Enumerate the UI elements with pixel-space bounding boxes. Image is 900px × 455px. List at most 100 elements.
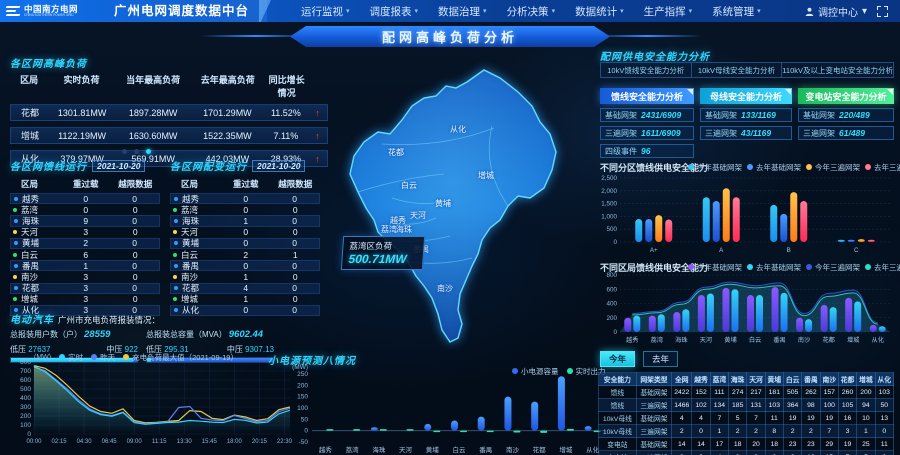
transformer-run-panel: 各区网配变运行 2021-10-20 区局 重过载 越限数据 越秀 0 0 荔湾 0 0 海珠 1… — [170, 158, 320, 317]
table-col-header: 花都 — [837, 372, 858, 386]
table-cell: 152 — [691, 385, 711, 399]
legend-dot — [865, 164, 871, 170]
map-district-label[interactable]: 越秀 — [390, 215, 406, 225]
legend-item[interactable]: 昨天 — [91, 352, 115, 363]
limit-value: 0 — [132, 294, 138, 305]
svg-text:C: C — [854, 247, 859, 254]
table-row: 馈线 三遍网架 1466 102 134 185 131 103 364 98 100 105 94 50 — [598, 398, 895, 412]
nav-item-6[interactable]: 系统管理 ▾ — [712, 4, 761, 19]
safety-button-2[interactable]: 变电站安全能力分析 — [798, 88, 894, 104]
limit-value: 0 — [292, 238, 297, 249]
svg-text:100: 100 — [20, 422, 31, 429]
trend-up-icon: ↑ — [315, 107, 320, 118]
legend-item[interactable]: 实时出力 — [566, 366, 606, 377]
table-cell: 217 — [746, 385, 766, 399]
overload-value: 0 — [83, 204, 89, 215]
safety-button-1[interactable]: 母线安全能力分析 — [700, 88, 792, 104]
status-dot — [174, 218, 178, 223]
this-year-button[interactable]: 今年 — [600, 351, 636, 367]
page-dot[interactable] — [122, 149, 127, 154]
ev-panel-title: 电动汽车 — [10, 315, 54, 326]
map-district-label[interactable]: 黄埔 — [435, 198, 451, 208]
list-item: 白云 2 1 — [170, 249, 320, 260]
nav-item-4[interactable]: 数据统计 ▾ — [575, 4, 624, 19]
nav-item-1[interactable]: 调度报表 ▾ — [370, 4, 419, 19]
nav-item-5[interactable]: 生产指挥 ▾ — [644, 4, 693, 19]
peak-col-header: 实时负荷 — [63, 75, 100, 85]
svg-text:增城: 增城 — [559, 445, 573, 454]
page-dot-active[interactable] — [146, 149, 151, 154]
legend-item[interactable]: 今年基础网架 — [688, 162, 742, 173]
map-district-label[interactable]: 从化 — [450, 124, 466, 134]
legend-item[interactable]: 今年三遍网架 — [806, 162, 860, 173]
map-district-label[interactable]: 荔湾 — [381, 224, 397, 234]
last-year-button[interactable]: 去年 — [643, 351, 679, 367]
district-name: 黄埔 — [182, 238, 200, 249]
map-district-label[interactable]: 白云 — [401, 180, 417, 190]
table-cell: 19 — [819, 411, 839, 425]
map-district-label[interactable]: 海珠 — [396, 224, 412, 234]
table-row: 增城 1122.19MW 1630.60MW 1522.35MW 7.11% ↑ — [10, 127, 328, 144]
legend-dot — [91, 354, 98, 360]
tab-safety-0[interactable]: 10kV馈线安全能力分析 — [607, 65, 685, 75]
tab-safety-2[interactable]: 110kV及以上变电站安全能力分析 — [781, 63, 893, 77]
user-menu[interactable]: 调控中心 ▾ — [805, 4, 867, 19]
safety-button-0[interactable]: 馈线安全能力分析 — [600, 88, 694, 104]
district-name: 花都 — [182, 283, 200, 294]
map-district-label[interactable]: 增城 — [478, 170, 494, 180]
table-cell: 50 — [874, 398, 895, 412]
legend-item[interactable]: 今年三遍网架 — [806, 262, 860, 273]
legend-item[interactable]: 去年三遍网架 — [865, 262, 900, 273]
guangzhou-map[interactable]: 从化花都增城白云黄埔天河越秀荔湾海珠番禺南沙 — [332, 48, 624, 350]
grade-safety-chart: 0 500 1,000 1,500 2,000 2,500 A+ A B C — [601, 175, 890, 254]
svg-text:2,000: 2,000 — [601, 188, 617, 195]
grade-chart-legend: 今年基础网架去年基础网架今年三遍网架去年三遍网架 — [688, 162, 900, 173]
chevron-down-icon: ▾ — [414, 8, 419, 15]
legend-item[interactable]: 实时 — [59, 352, 83, 363]
run-district-cell: 荔湾 — [10, 204, 61, 216]
list-item: 天河 0 0 — [170, 227, 320, 238]
nav-item-3[interactable]: 分析决策 ▾ — [507, 4, 556, 19]
page-dot[interactable] — [134, 149, 139, 154]
list-item: 花都 3 0 — [10, 282, 160, 294]
legend-item[interactable]: 去年基础网架 — [747, 162, 801, 173]
table-row: 10kV母线 三遍网架 2 0 1 2 2 8 2 2 7 3 1 0 — [598, 424, 895, 438]
fullscreen-icon[interactable] — [877, 5, 888, 17]
limit-value: 0 — [132, 260, 137, 271]
district-name: 越秀 — [182, 193, 200, 204]
legend-item[interactable]: 小电源容量 — [512, 366, 559, 377]
run-district-cell: 花都 — [171, 282, 221, 294]
list-item: 荔湾 0 0 — [170, 204, 320, 215]
legend-dot — [59, 354, 66, 360]
run-district-cell: 从化 — [171, 304, 221, 316]
trend-up-icon: ↑ — [315, 153, 320, 164]
csg-logo-icon — [5, 5, 21, 17]
stat-box: 基础网架 2431/6909 — [600, 108, 694, 122]
map-district-label[interactable]: 花都 — [388, 147, 404, 157]
legend-item[interactable]: 充电负荷最大值（2021-09-19） — [123, 352, 238, 363]
svg-text:黄埔: 黄埔 — [724, 336, 736, 344]
y-axis-unit: (MW) — [34, 354, 52, 361]
pagination-dots[interactable] — [122, 149, 151, 154]
tab-safety-1[interactable]: 10kV母线安全能力分析 — [690, 63, 782, 77]
limit-value: 0 — [132, 227, 138, 238]
ev-chart-legend: (MW) 实时 昨天 充电负荷最大值（2021-09-19） — [34, 352, 238, 363]
legend-item[interactable]: 今年基础网架 — [688, 262, 742, 273]
stat-value: 2431/6909 — [641, 110, 682, 120]
table-cell: 19 — [801, 411, 821, 425]
peak-cell: 379.97MW — [60, 153, 104, 164]
map-district-label[interactable]: 南沙 — [437, 283, 453, 293]
limit-value: 0 — [132, 305, 137, 316]
nav-item-0[interactable]: 运行监视 ▾ — [301, 4, 350, 19]
mid-voltage-label: 中压 — [226, 345, 243, 354]
table-cell: 3 — [728, 450, 748, 455]
district-name: 天河 — [21, 227, 39, 238]
status-dot — [174, 308, 178, 313]
nav-item-2[interactable]: 数据治理 ▾ — [438, 4, 487, 19]
safety-section-title: 配网供电安全能力分析 — [600, 52, 710, 63]
legend-item[interactable]: 去年基础网架 — [747, 262, 801, 273]
table-cell: 馈线 — [598, 398, 637, 412]
map-district-label[interactable]: 天河 — [410, 210, 426, 220]
legend-item[interactable]: 去年三遍网架 — [865, 162, 900, 173]
table-cell: 262 — [801, 385, 821, 399]
